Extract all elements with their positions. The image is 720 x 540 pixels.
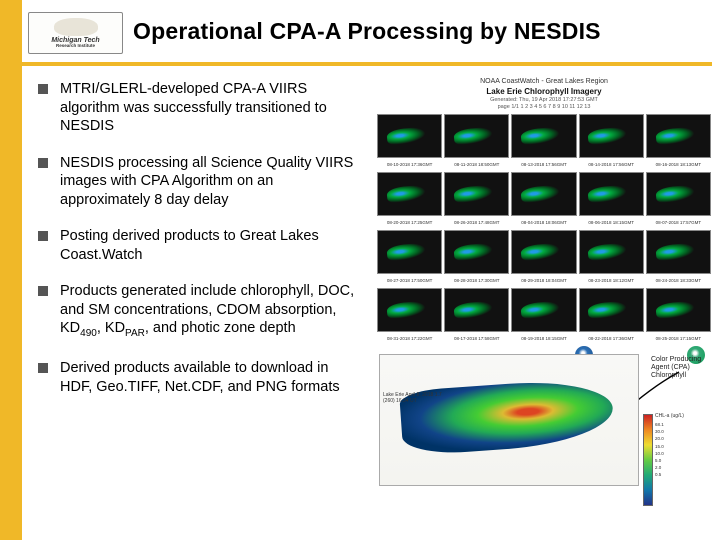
thumbnail: 08-22-2018 17:36GMT bbox=[579, 288, 644, 332]
thumbnail: 08-04-2018 18:06GMT bbox=[511, 172, 576, 216]
thumb-blob bbox=[655, 242, 701, 263]
bullet-item: NESDIS processing all Science Quality VI… bbox=[38, 154, 358, 210]
bullet-text: MTRI/GLERL-developed CPA-A VIIRS algorit… bbox=[60, 80, 358, 136]
logo-text: Michigan Tech Research Institute bbox=[51, 37, 99, 49]
thumb-caption: 08-16-2018 18:13GMT bbox=[647, 162, 710, 167]
thumb-row: 08-27-2018 17:50GMT08-28-2018 17:30GMT08… bbox=[375, 230, 713, 274]
panel-header-2: Lake Erie Chlorophyll Imagery bbox=[375, 87, 713, 96]
thumb-caption: 08-28-2018 17:30GMT bbox=[445, 278, 508, 283]
thumb-caption: 08-22-2018 17:36GMT bbox=[580, 336, 643, 341]
bullet-item: Products generated include chlorophyll, … bbox=[38, 282, 358, 341]
thumb-blob bbox=[520, 242, 566, 263]
thumbnail: 08-31-2018 17:22GMT bbox=[377, 288, 442, 332]
bullet-square-icon bbox=[38, 84, 48, 94]
thumb-blob bbox=[453, 300, 499, 321]
thumbnail: 08-24-2018 18:33GMT bbox=[646, 230, 711, 274]
thumbnail: 08-28-2018 17:30GMT bbox=[444, 230, 509, 274]
logo-line2: Research Institute bbox=[51, 44, 99, 49]
thumb-caption: 08-07-2018 17:57GMT bbox=[647, 220, 710, 225]
bullet-square-icon bbox=[38, 158, 48, 168]
bullet-text: Posting derived products to Great Lakes … bbox=[60, 227, 358, 264]
thumbnail: 08-19-2018 18:15GMT bbox=[511, 288, 576, 332]
thumb-caption: 08-10-2018 17:36GMT bbox=[378, 162, 441, 167]
thumbnail: 08-26-2018 17:48GMT bbox=[444, 172, 509, 216]
thumbnail: 08-23-2018 18:12GMT bbox=[579, 230, 644, 274]
thumbnail: 08-16-2018 18:13GMT bbox=[646, 114, 711, 158]
thumb-caption: 08-29-2018 18:04GMT bbox=[512, 278, 575, 283]
thumbnail: 08-07-2018 17:57GMT bbox=[646, 172, 711, 216]
thumb-caption: 08-14-2018 17:56GMT bbox=[580, 162, 643, 167]
map-caption: Lake Erie April 8, 2018 1.7 (260) 16:34 … bbox=[383, 392, 443, 404]
thumb-blob bbox=[588, 126, 634, 147]
thumb-blob bbox=[520, 184, 566, 205]
lake-erie-map bbox=[379, 354, 639, 486]
bullet-item: MTRI/GLERL-developed CPA-A VIIRS algorit… bbox=[38, 80, 358, 136]
bullet-text: Products generated include chlorophyll, … bbox=[60, 282, 358, 341]
thumbnail-grid: 08-10-2018 17:36GMT08-11-2018 18:50GMT08… bbox=[375, 114, 713, 342]
thumb-blob bbox=[386, 126, 432, 147]
logo-shape bbox=[54, 18, 98, 36]
thumbnail: 08-10-2018 17:36GMT bbox=[377, 114, 442, 158]
thumb-caption: 08-26-2018 17:48GMT bbox=[445, 220, 508, 225]
thumbnail: 08-13-2018 17:56GMT bbox=[511, 114, 576, 158]
bullet-text: Derived products available to download i… bbox=[60, 359, 358, 396]
thumbnail: 08-20-2018 17:25GMT bbox=[377, 172, 442, 216]
thumbnail: 08-29-2018 18:04GMT bbox=[511, 230, 576, 274]
thumb-blob bbox=[520, 126, 566, 147]
thumbnail: 08-14-2018 17:56GMT bbox=[579, 114, 644, 158]
bullet-item: Posting derived products to Great Lakes … bbox=[38, 227, 358, 264]
gold-divider bbox=[22, 62, 712, 66]
thumbnail: 08-06-2018 18:15GMT bbox=[579, 172, 644, 216]
thumb-blob bbox=[453, 126, 499, 147]
thumb-blob bbox=[386, 300, 432, 321]
panel-header-4: page 1/1 1 2 3 4 5 6 7 8 9 10 11 12 13 bbox=[375, 104, 713, 110]
thumb-caption: 08-27-2018 17:50GMT bbox=[378, 278, 441, 283]
thumb-caption: 08-20-2018 17:25GMT bbox=[378, 220, 441, 225]
thumb-blob bbox=[386, 184, 432, 205]
slide-header: Michigan Tech Research Institute Operati… bbox=[28, 12, 710, 64]
thumbnail: 08-11-2018 18:50GMT bbox=[444, 114, 509, 158]
thumb-caption: 08-06-2018 18:15GMT bbox=[580, 220, 643, 225]
thumbnail: 08-27-2018 17:50GMT bbox=[377, 230, 442, 274]
thumbnail: 08-17-2018 17:58GMT bbox=[444, 288, 509, 332]
legend-ticks: CHL-a (ug/L)68.130.020.015.010.05.02.00.… bbox=[655, 412, 684, 479]
thumb-blob bbox=[453, 242, 499, 263]
thumbnail: 08-25-2018 17:15GMT bbox=[646, 288, 711, 332]
thumb-caption: 08-25-2018 17:15GMT bbox=[647, 336, 710, 341]
thumb-blob bbox=[655, 126, 701, 147]
panel-header-1: NOAA CoastWatch - Great Lakes Region bbox=[375, 78, 713, 86]
bullet-square-icon bbox=[38, 363, 48, 373]
bullet-square-icon bbox=[38, 286, 48, 296]
lake-shape bbox=[399, 377, 615, 457]
thumb-row: 08-10-2018 17:36GMT08-11-2018 18:50GMT08… bbox=[375, 114, 713, 158]
thumb-blob bbox=[655, 300, 701, 321]
color-legend bbox=[643, 414, 653, 506]
thumb-blob bbox=[588, 184, 634, 205]
thumb-blob bbox=[453, 184, 499, 205]
mtri-logo: Michigan Tech Research Institute bbox=[28, 12, 123, 54]
thumb-caption: 08-23-2018 18:12GMT bbox=[580, 278, 643, 283]
thumb-caption: 08-19-2018 18:15GMT bbox=[512, 336, 575, 341]
thumb-blob bbox=[386, 242, 432, 263]
thumb-caption: 08-04-2018 18:06GMT bbox=[512, 220, 575, 225]
bullet-item: Derived products available to download i… bbox=[38, 359, 358, 396]
bullet-square-icon bbox=[38, 231, 48, 241]
thumb-row: 08-31-2018 17:22GMT08-17-2018 17:58GMT08… bbox=[375, 288, 713, 332]
panel-header-3: Generated: Thu, 19 Apr 2018 17:27:53 GMT bbox=[375, 97, 713, 103]
thumb-caption: 08-17-2018 17:58GMT bbox=[445, 336, 508, 341]
thumb-caption: 08-24-2018 18:33GMT bbox=[647, 278, 710, 283]
thumb-blob bbox=[520, 300, 566, 321]
thumb-blob bbox=[655, 184, 701, 205]
bullet-text: NESDIS processing all Science Quality VI… bbox=[60, 154, 358, 210]
thumb-blob bbox=[588, 300, 634, 321]
imagery-panel: NOAA CoastWatch - Great Lakes Region Lak… bbox=[375, 78, 713, 528]
slide-title: Operational CPA-A Processing by NESDIS bbox=[133, 18, 601, 45]
thumb-caption: 08-13-2018 17:56GMT bbox=[512, 162, 575, 167]
thumb-blob bbox=[588, 242, 634, 263]
thumb-caption: 08-31-2018 17:22GMT bbox=[378, 336, 441, 341]
bullet-list: MTRI/GLERL-developed CPA-A VIIRS algorit… bbox=[38, 80, 358, 414]
thumb-row: 08-20-2018 17:25GMT08-26-2018 17:48GMT08… bbox=[375, 172, 713, 216]
gold-side-stripe bbox=[0, 0, 22, 540]
thumb-caption: 08-11-2018 18:50GMT bbox=[445, 162, 508, 167]
